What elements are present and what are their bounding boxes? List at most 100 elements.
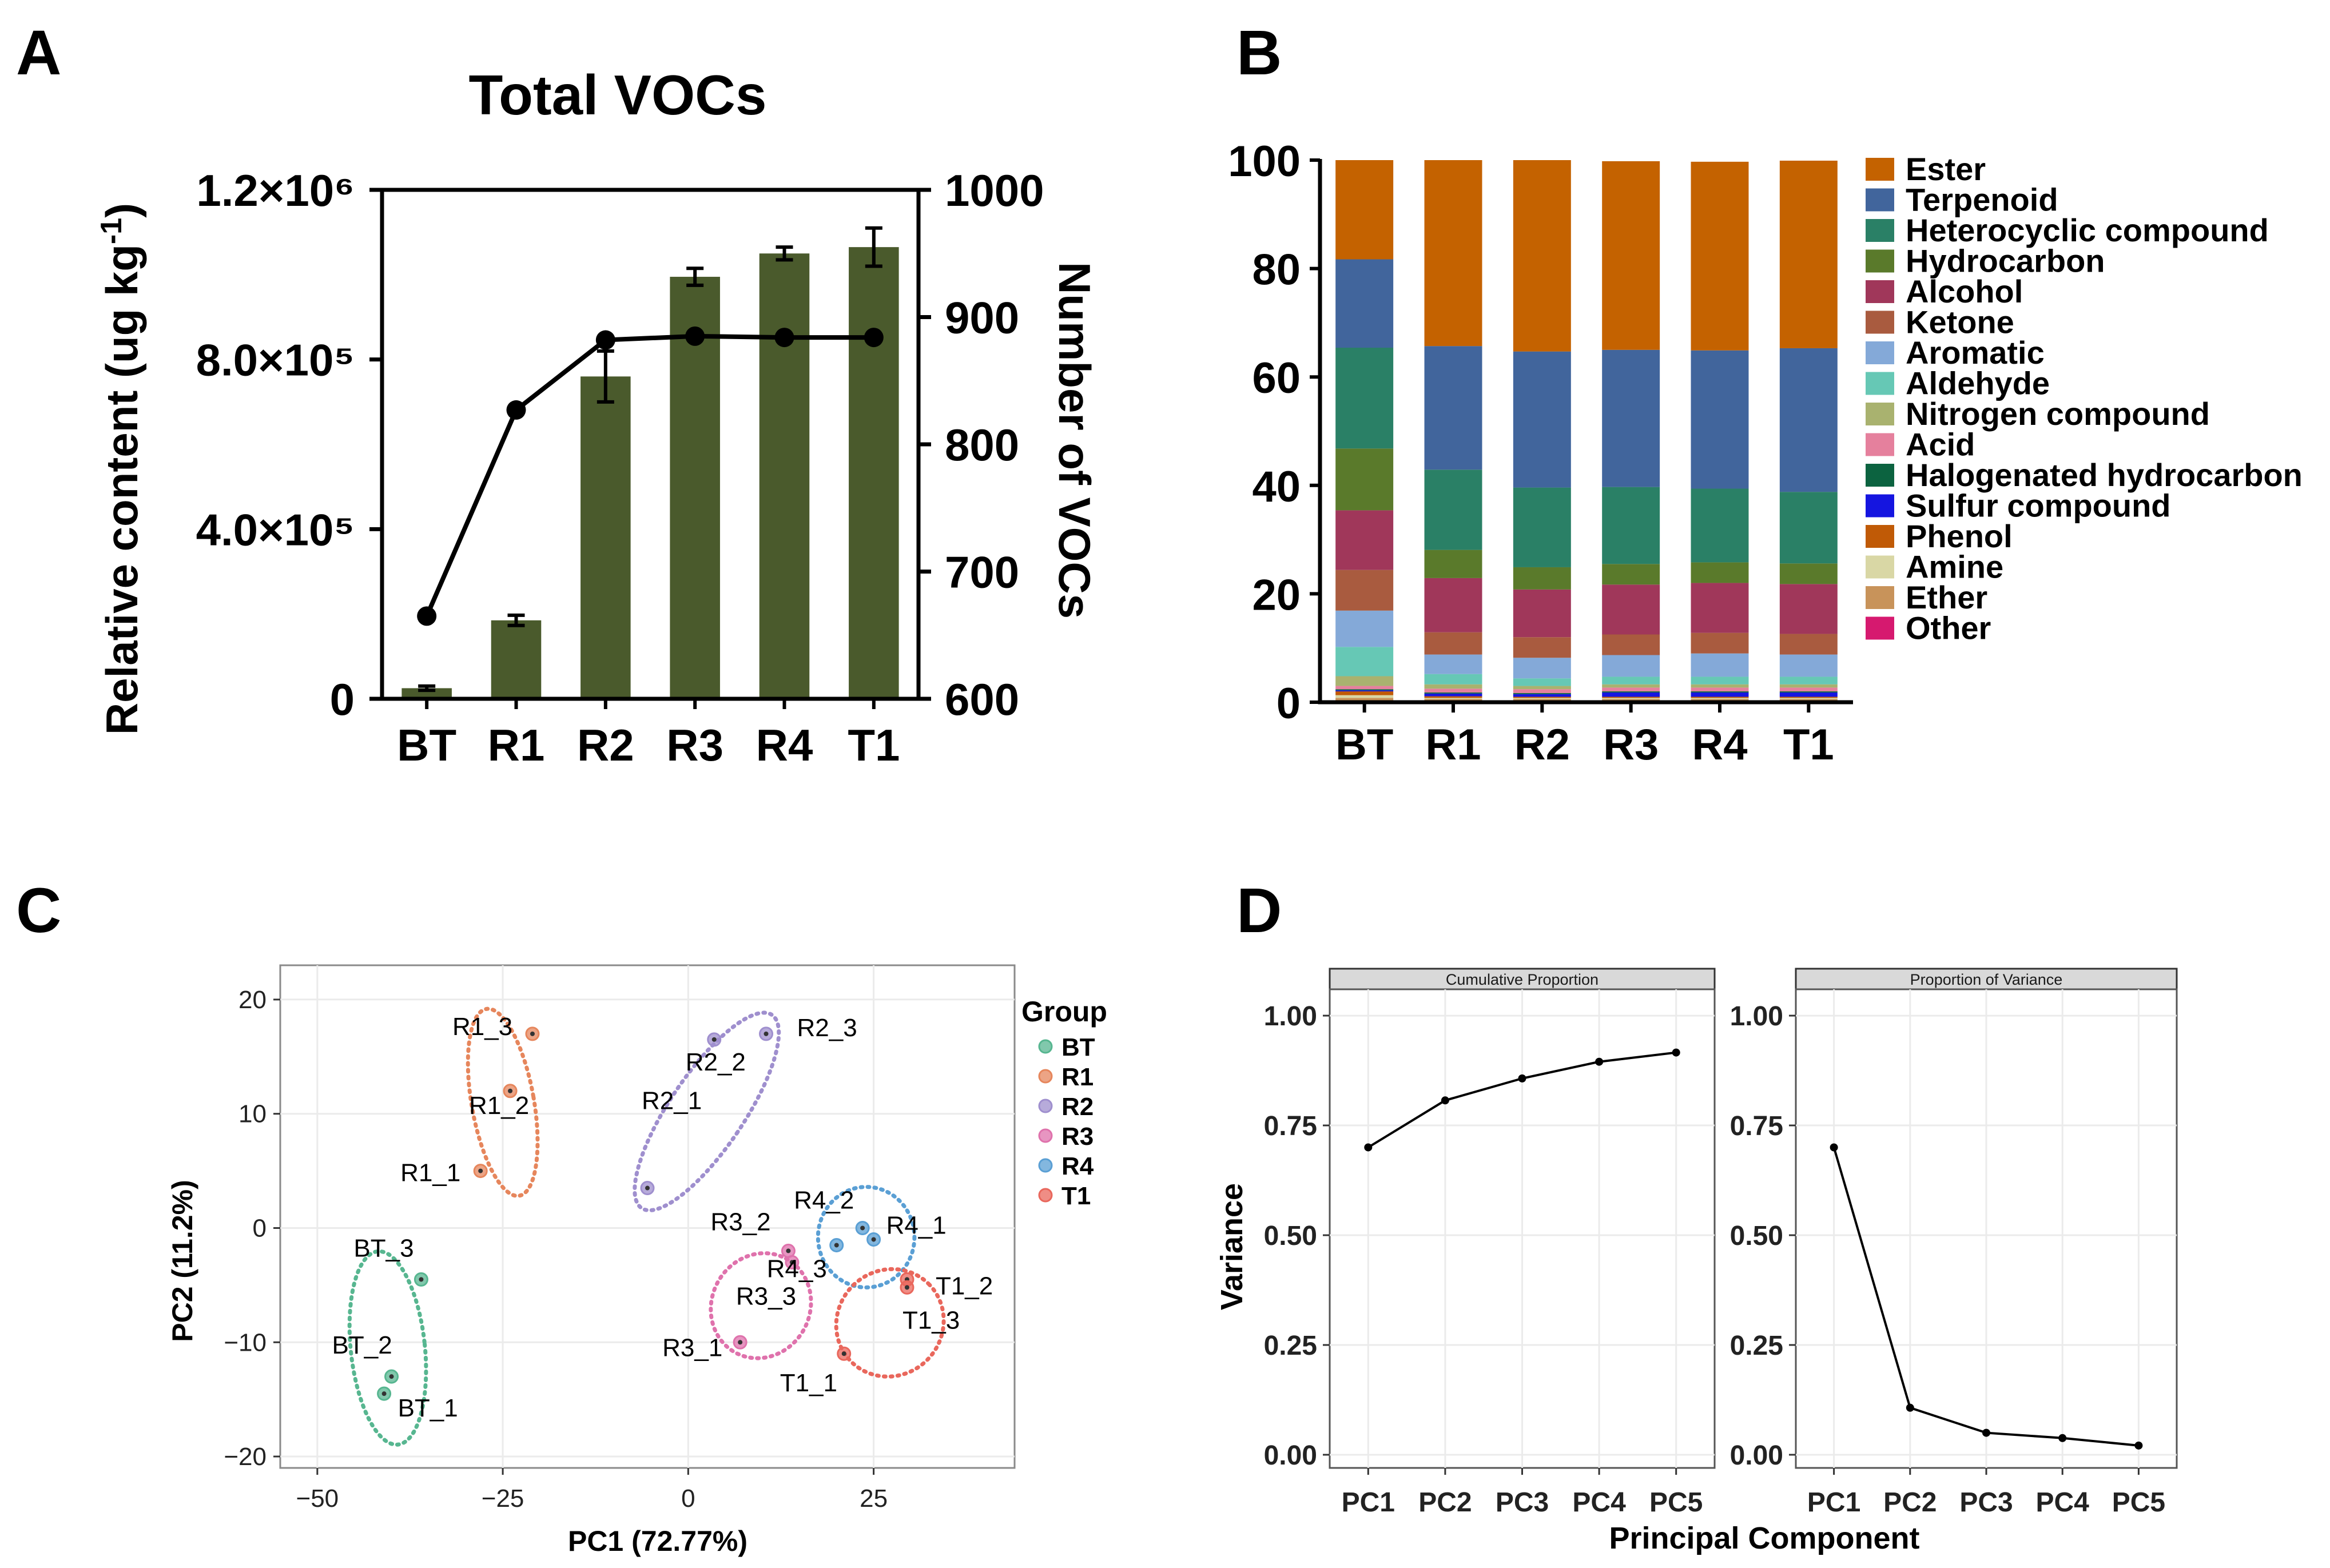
y2-tick-label: 600 — [945, 674, 1019, 725]
stack-R4-acid — [1691, 687, 1749, 692]
legend-key-R4 — [1038, 1158, 1053, 1173]
legend-swatch-nitrogen-compound — [1866, 403, 1894, 425]
stack-R1-hydrocarbon — [1424, 550, 1482, 578]
stack-R1-halogenated-hydrocarbon — [1424, 692, 1482, 694]
legend-swatch-terpenoid — [1866, 188, 1894, 212]
y-tick-label: 10 — [238, 1100, 267, 1128]
legend-label-aromatic: Aromatic — [1906, 335, 2045, 371]
legend-swatch-amine — [1866, 555, 1894, 579]
variance-point-PC1 — [1364, 1143, 1373, 1152]
y-tick-label: 0 — [253, 1214, 267, 1242]
point-center-R4_1 — [871, 1237, 876, 1242]
point-label-R1_2: R1_2 — [469, 1092, 529, 1120]
x-tick-label-PC2: PC2 — [1883, 1487, 1937, 1518]
point-label-BT_3: BT_3 — [353, 1234, 413, 1262]
x-tick-label-PC2: PC2 — [1418, 1487, 1472, 1518]
variance-point-PC4 — [2058, 1434, 2067, 1442]
point-center-BT_2 — [389, 1374, 394, 1379]
panel-d-chart: Principal Component Variance Cumulative … — [1215, 968, 2178, 1555]
stack-R1-aromatic — [1424, 654, 1482, 674]
x-tick-label-PC5: PC5 — [2112, 1487, 2165, 1518]
stack-BT-alcohol — [1335, 510, 1394, 570]
x-tick-label-R3: R3 — [1603, 721, 1659, 769]
point-center-BT_3 — [419, 1277, 424, 1282]
stack-T1-alcohol — [1779, 584, 1838, 634]
error-bar-R3 — [686, 266, 704, 287]
legend-key-R1 — [1038, 1069, 1053, 1084]
stack-BT-nitrogen-compound — [1335, 676, 1394, 686]
point-center-T1_3 — [904, 1285, 909, 1290]
legend-label-alcohol: Alcohol — [1906, 273, 2023, 309]
legend-key-T1 — [1038, 1188, 1053, 1203]
stack-BT-amine — [1335, 695, 1394, 698]
variance-point-PC2 — [1441, 1096, 1449, 1105]
legend-label-R1: R1 — [1061, 1063, 1094, 1091]
legend-label-aldehyde: Aldehyde — [1906, 365, 2050, 401]
x-tick-label: −25 — [482, 1485, 524, 1513]
y-tick-label: 60 — [1252, 354, 1301, 403]
voc-count-point-R3 — [685, 326, 705, 346]
point-center-BT_1 — [381, 1391, 387, 1396]
stack-R2-aldehyde — [1513, 678, 1571, 686]
panel-c-legend-title: Group — [1021, 996, 1107, 1028]
point-label-T1_1: T1_1 — [780, 1369, 837, 1397]
confidence-ellipse-R1 — [466, 1006, 540, 1198]
x-tick-label-PC3: PC3 — [1959, 1487, 2013, 1518]
legend-label-acid: Acid — [1906, 427, 1975, 463]
panel-d-xlabel: Principal Component — [1609, 1521, 1919, 1555]
voc-count-point-T1 — [864, 328, 884, 348]
bar-R3 — [670, 277, 720, 699]
voc-count-point-R1 — [506, 400, 526, 420]
x-tick-label-R1: R1 — [1425, 721, 1481, 769]
stack-T1-halogenated-hydrocarbon — [1779, 691, 1838, 693]
stack-R1-ester — [1424, 160, 1482, 347]
stack-T1-phenol — [1779, 697, 1838, 698]
stack-R2-sulfur-compound — [1513, 694, 1571, 697]
legend-key-R3 — [1038, 1128, 1053, 1143]
legend-key-R2 — [1038, 1099, 1053, 1113]
stack-R4-halogenated-hydrocarbon — [1691, 691, 1749, 693]
stack-R4-amine — [1691, 698, 1749, 699]
legend-swatch-acid — [1866, 433, 1894, 456]
y-tick-label: 100 — [1228, 137, 1301, 186]
facet-title-1: Proportion of Variance — [1910, 971, 2063, 988]
x-tick-label-R4: R4 — [1692, 721, 1747, 769]
legend-swatch-other — [1866, 616, 1894, 640]
point-center-R4_2 — [860, 1225, 865, 1231]
stack-R2-phenol — [1513, 697, 1571, 698]
stack-BT-hydrocarbon — [1335, 448, 1394, 511]
legend-swatch-sulfur-compound — [1866, 494, 1894, 518]
x-tick-label-R2: R2 — [577, 720, 634, 770]
voc-count-line — [424, 333, 874, 617]
legend-label-R4: R4 — [1061, 1152, 1094, 1180]
stack-BT-phenol — [1335, 691, 1394, 695]
stack-R3-ketone — [1602, 634, 1660, 655]
stack-R2-acid — [1513, 689, 1571, 693]
point-center-R2_2 — [711, 1037, 717, 1042]
panel-label-c: C — [16, 875, 61, 946]
legend-label-nitrogen-compound: Nitrogen compound — [1906, 396, 2210, 432]
y-tick-label: 0.25 — [1730, 1331, 1783, 1361]
stack-R2-aromatic — [1513, 658, 1571, 679]
point-center-R3_2 — [786, 1248, 791, 1253]
stack-R2-terpenoid — [1513, 351, 1571, 488]
legend-label-sulfur-compound: Sulfur compound — [1906, 488, 2171, 524]
point-label-R1_1: R1_1 — [400, 1159, 460, 1187]
point-center-R4_3 — [834, 1243, 839, 1248]
stack-R4-ester — [1691, 161, 1749, 351]
facet-title-0: Cumulative Proportion — [1446, 971, 1599, 988]
stack-R3-acid — [1602, 687, 1660, 692]
legend-label-R2: R2 — [1061, 1093, 1094, 1121]
panel-label-d: D — [1236, 875, 1282, 946]
variance-point-PC2 — [1906, 1403, 1914, 1412]
stack-R4-alcohol — [1691, 583, 1749, 633]
point-label-R3_1: R3_1 — [662, 1334, 722, 1362]
y2-tick-label: 800 — [945, 420, 1019, 470]
stack-R3-terpenoid — [1602, 349, 1660, 487]
stack-R3-heterocyclic-compound — [1602, 487, 1660, 564]
panel-b-chart: 0 20 40 60 80 100 BT R1 R2 R3 R4 T1 EsterTerpenoidHe… — [1228, 137, 2303, 769]
variance-point-PC1 — [1830, 1143, 1838, 1152]
panel-c-xlabel: PC1 (72.77%) — [568, 1525, 747, 1557]
legend-label-hydrocarbon: Hydrocarbon — [1906, 243, 2105, 279]
y2-tick-label: 1000 — [945, 165, 1044, 216]
